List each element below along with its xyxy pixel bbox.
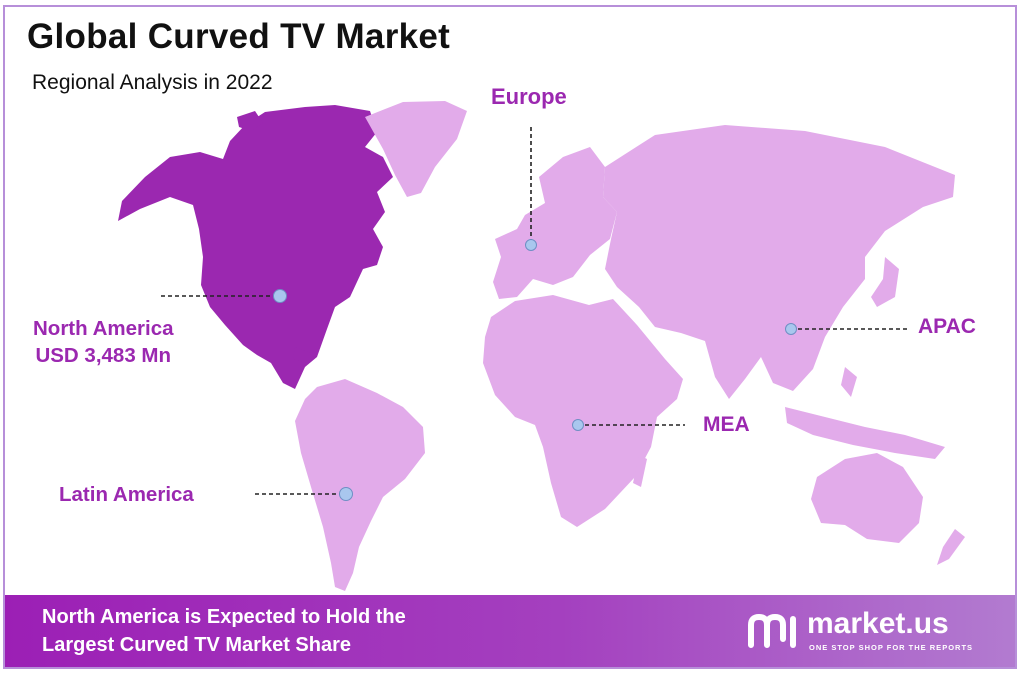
label-north-america-name: North America xyxy=(33,317,174,340)
region-shape-latin-america xyxy=(295,379,425,591)
footer-line-2: Largest Curved TV Market Share xyxy=(42,634,351,656)
label-apac: APAC xyxy=(918,315,976,338)
japan-shape xyxy=(871,257,899,307)
page-title: Global Curved TV Market xyxy=(27,17,451,56)
world-map xyxy=(118,101,965,591)
marker-latin-america xyxy=(339,487,353,501)
marker-mea xyxy=(572,419,584,431)
marker-apac xyxy=(785,323,797,335)
footer-line-1: North America is Expected to Hold the xyxy=(42,606,406,628)
brand-tagline: ONE STOP SHOP FOR THE REPORTS xyxy=(809,643,974,652)
region-shape-europe xyxy=(493,147,617,299)
new-zealand-shape xyxy=(937,529,965,565)
footer-banner: North America is Expected to Hold the La… xyxy=(5,595,1015,667)
brand-logo: market.us ONE STOP SHOP FOR THE REPORTS xyxy=(745,607,995,655)
madagascar-shape xyxy=(633,455,647,487)
brand-name: market.us xyxy=(807,607,949,640)
southeast-asia-islands-shape xyxy=(785,367,945,459)
label-latin-america: Latin America xyxy=(59,483,194,506)
greenland-shape xyxy=(365,101,467,197)
footer-text: North America is Expected to Hold the La… xyxy=(42,603,406,659)
region-shape-north-america xyxy=(118,105,393,389)
australia-shape xyxy=(811,453,923,543)
page-subtitle: Regional Analysis in 2022 xyxy=(32,71,273,94)
marker-north-america xyxy=(273,289,287,303)
label-mea: MEA xyxy=(703,413,750,436)
infographic-frame: Global Curved TV Market Regional Analysi… xyxy=(3,5,1017,669)
region-shape-mea xyxy=(483,295,683,527)
marker-europe xyxy=(525,239,537,251)
market-us-logo-icon xyxy=(748,613,796,648)
label-europe: Europe xyxy=(491,84,567,109)
label-north-america: North America USD 3,483 Mn xyxy=(33,315,174,369)
label-north-america-value: USD 3,483 Mn xyxy=(35,344,172,367)
region-shape-apac xyxy=(603,125,955,399)
